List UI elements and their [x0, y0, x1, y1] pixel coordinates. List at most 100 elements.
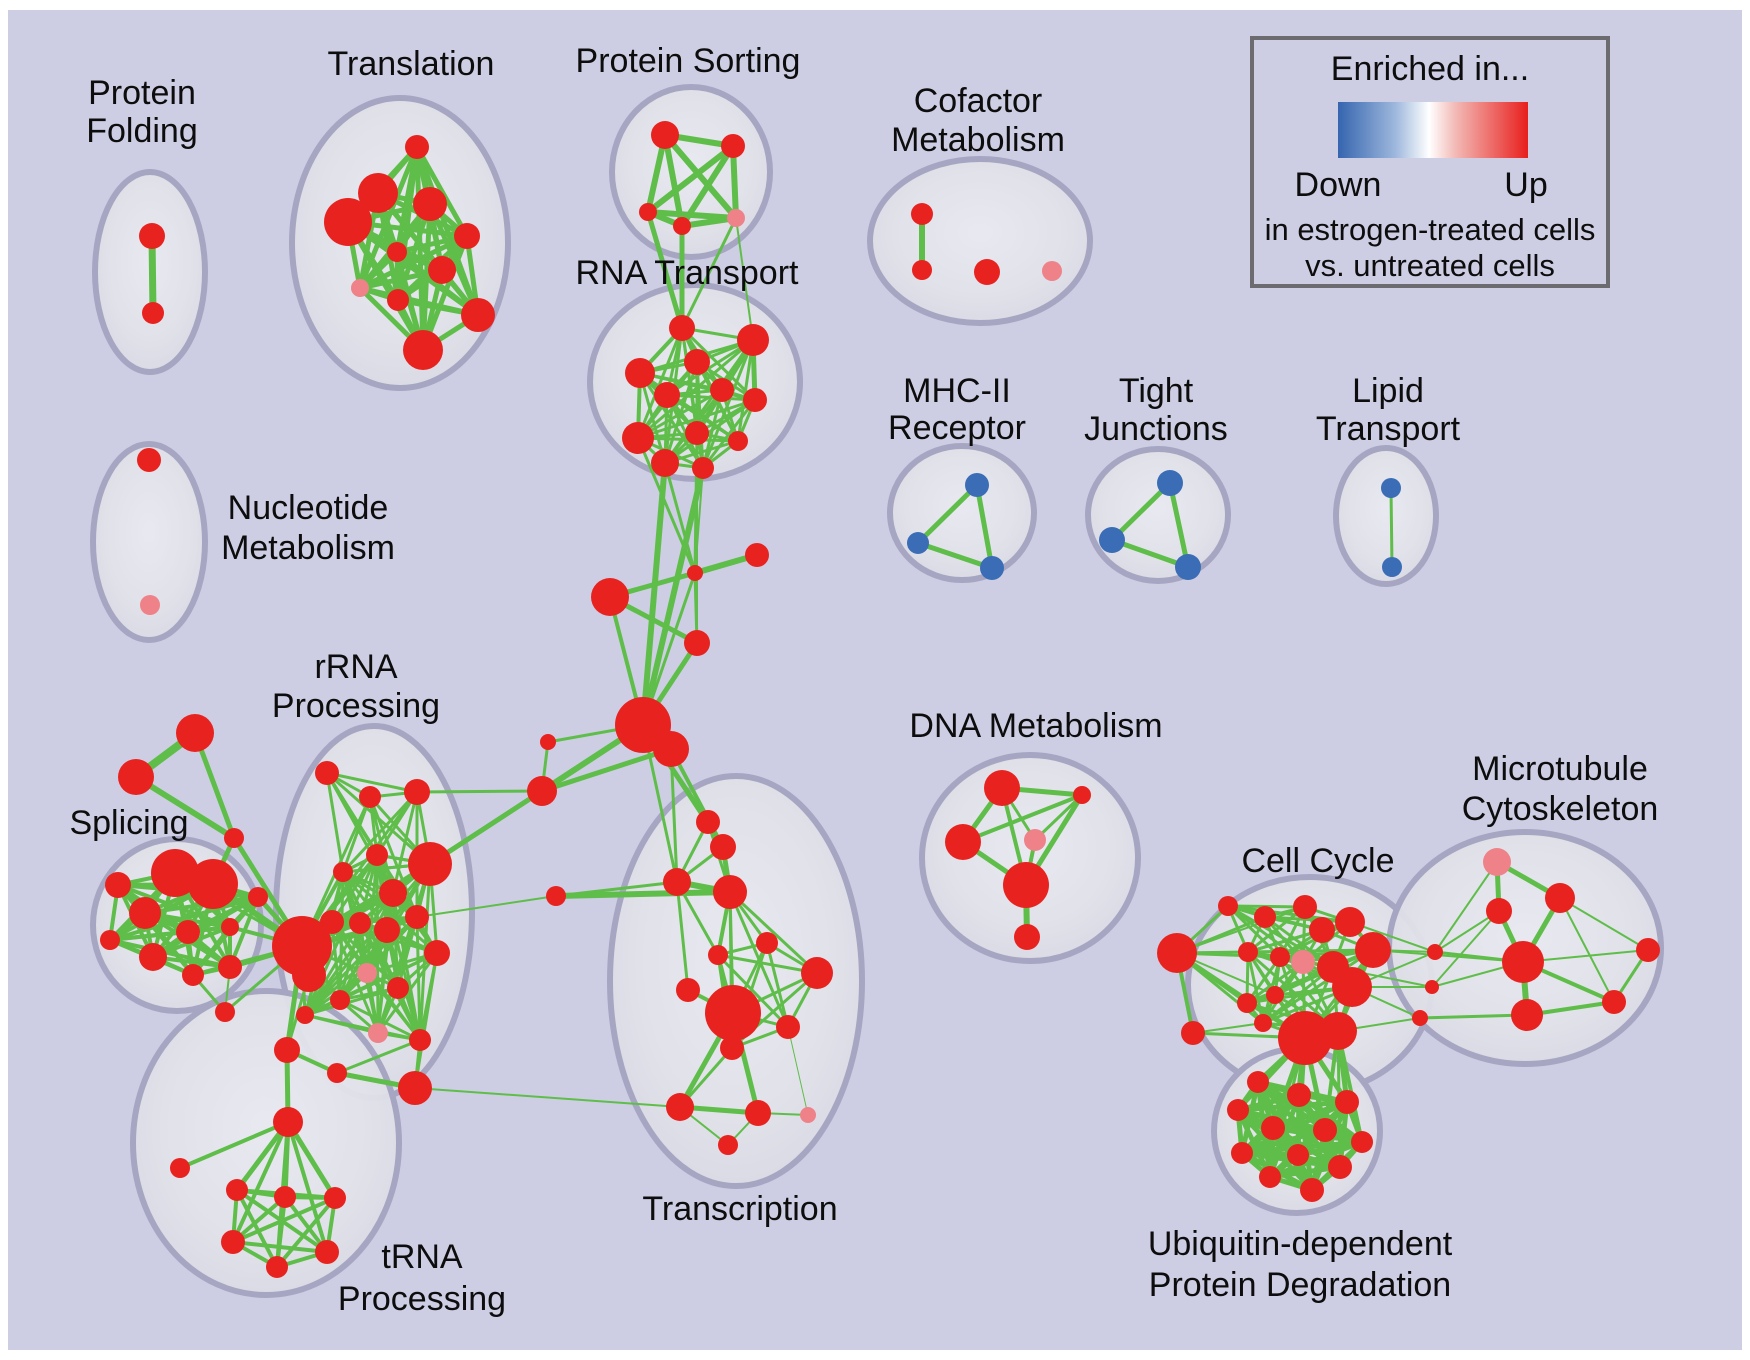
node — [1073, 786, 1091, 804]
edge — [418, 951, 439, 1042]
edge — [275, 1195, 287, 1269]
node — [666, 1093, 694, 1121]
node — [974, 259, 1000, 285]
node — [1270, 947, 1290, 967]
node — [673, 217, 691, 235]
edge — [1434, 861, 1498, 953]
legend-gradient-bar — [1338, 102, 1528, 158]
edge — [915, 482, 980, 546]
cluster-label-cofactor-metabolism: Metabolism — [891, 121, 1065, 159]
cluster-label-ubiquitin-degradation: Ubiquitin-dependent — [1148, 1225, 1453, 1263]
cluster-ellipse-tight-junctions — [1085, 446, 1231, 584]
edge — [728, 890, 819, 975]
edge — [663, 461, 697, 575]
edge — [1239, 1127, 1328, 1156]
cluster-label-cell-cycle: Cell Cycle — [1241, 842, 1394, 880]
node — [591, 578, 629, 616]
node — [330, 990, 350, 1010]
node — [1261, 1116, 1285, 1140]
node — [721, 134, 745, 158]
edge — [665, 338, 755, 397]
node — [1511, 999, 1543, 1031]
node — [1382, 557, 1402, 577]
node — [374, 917, 400, 943]
edge — [645, 209, 685, 331]
node — [1014, 924, 1040, 950]
edge — [325, 771, 419, 794]
node — [705, 985, 761, 1041]
cluster-label-protein-sorting: Protein Sorting — [576, 42, 801, 80]
node — [424, 940, 450, 966]
node — [413, 187, 447, 221]
node — [139, 223, 165, 249]
node — [188, 859, 238, 909]
node — [387, 977, 409, 999]
node — [274, 1186, 296, 1208]
edge — [338, 891, 395, 1002]
edge — [640, 460, 668, 728]
cluster-label-rna-transport: RNA Transport — [576, 254, 800, 292]
edge — [679, 215, 739, 229]
edge — [116, 883, 232, 929]
edge — [636, 398, 757, 440]
edge — [416, 895, 557, 918]
node — [912, 260, 932, 280]
node — [692, 457, 714, 479]
node — [140, 595, 160, 615]
edge — [701, 338, 755, 470]
cluster-label-protein-folding: Protein — [88, 74, 196, 112]
node — [776, 1015, 800, 1039]
node — [226, 1179, 248, 1201]
edge — [325, 771, 345, 874]
node — [713, 875, 747, 909]
node — [1237, 993, 1257, 1013]
node — [669, 315, 695, 341]
node — [720, 1036, 744, 1060]
node — [1425, 980, 1439, 994]
edge — [391, 790, 419, 895]
edge — [680, 326, 757, 402]
edge — [716, 953, 819, 975]
edge — [645, 143, 736, 215]
node — [653, 731, 689, 767]
node — [1291, 950, 1315, 974]
node — [718, 1135, 738, 1155]
node — [1181, 1021, 1205, 1045]
node — [745, 543, 769, 567]
node — [248, 887, 268, 907]
edge — [961, 793, 1084, 844]
node — [139, 943, 167, 971]
edge — [1431, 910, 1500, 988]
edge — [303, 921, 362, 1017]
node — [651, 121, 679, 149]
node — [292, 958, 326, 992]
node — [1287, 1144, 1309, 1166]
edge — [765, 941, 790, 1029]
edge — [116, 883, 195, 977]
node — [945, 824, 981, 860]
node — [1278, 1011, 1332, 1065]
edge — [695, 360, 740, 443]
node — [800, 1107, 816, 1123]
node — [387, 242, 407, 262]
node — [1024, 829, 1046, 851]
edge — [108, 938, 232, 969]
node — [170, 1158, 190, 1178]
node — [1328, 1155, 1352, 1179]
edge — [341, 790, 419, 874]
node — [182, 964, 204, 986]
node — [984, 770, 1020, 806]
node — [1412, 1010, 1428, 1026]
edge — [640, 465, 706, 728]
node-layer — [100, 121, 1660, 1278]
node — [1636, 938, 1660, 962]
edge — [915, 540, 995, 571]
cluster-label-transcription: Transcription — [642, 1190, 837, 1228]
node — [1266, 986, 1284, 1004]
node — [296, 1006, 314, 1024]
node — [176, 920, 200, 944]
node — [224, 828, 244, 848]
node — [687, 565, 703, 581]
node — [727, 209, 745, 227]
edge — [1559, 897, 1649, 951]
